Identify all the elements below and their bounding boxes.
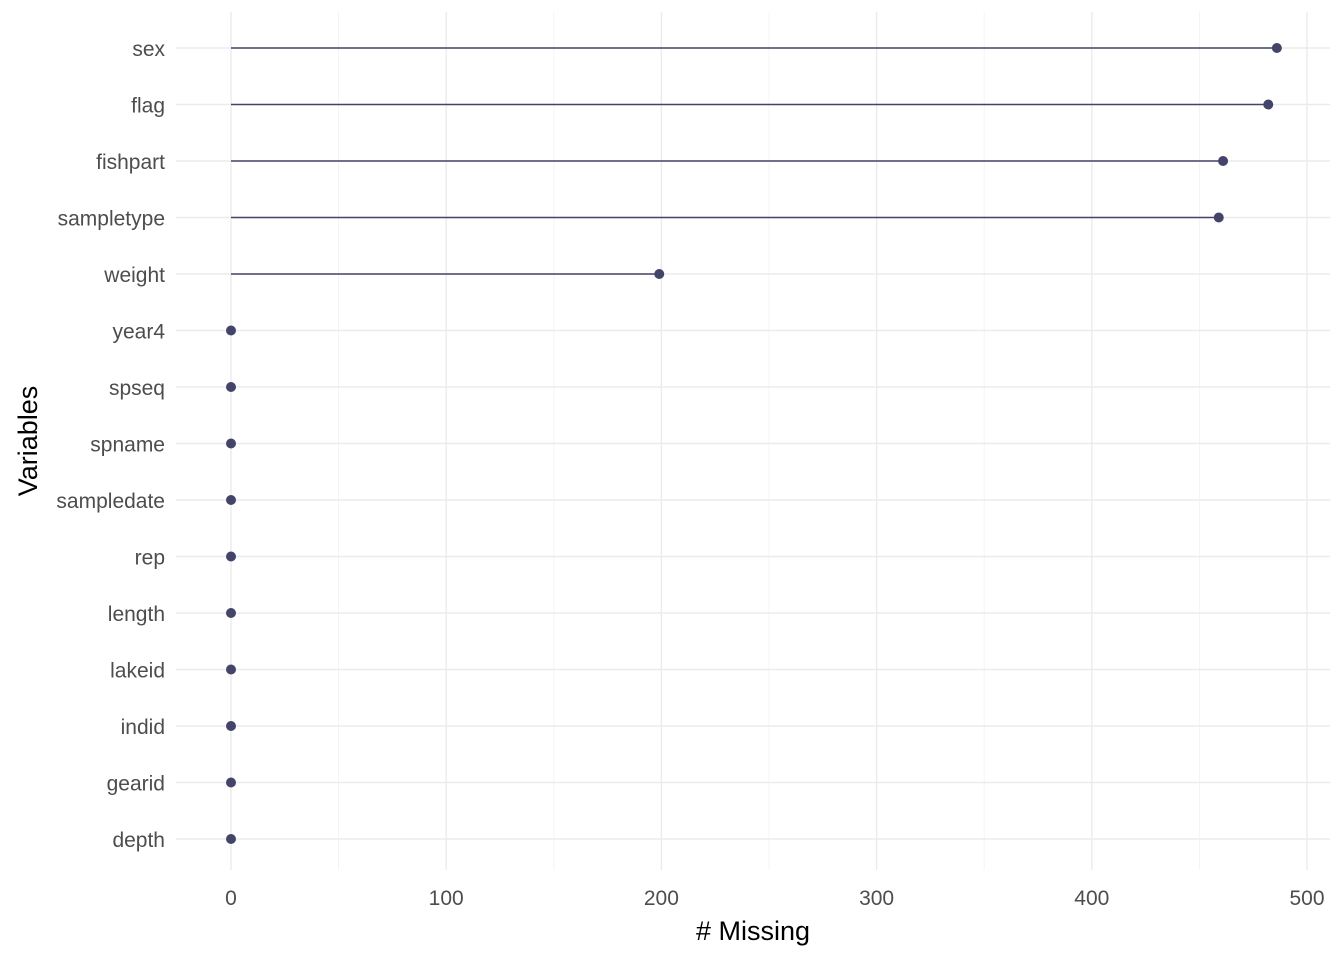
y-tick-label-flag: flag [131, 95, 165, 118]
y-tick-label-sampletype: sampletype [58, 208, 165, 231]
x-tick-label-300: 300 [859, 887, 894, 910]
point-spname [226, 438, 236, 449]
minor-gridlines-x [338, 12, 1200, 870]
y-tick-label-indid: indid [121, 716, 165, 739]
y-tick-label-spseq: spseq [109, 377, 165, 400]
y-tick-label-sex: sex [132, 38, 165, 61]
y-tick-label-depth: depth [112, 829, 165, 852]
y-tick-label-year4: year4 [112, 321, 165, 344]
y-tick-label-spname: spname [90, 434, 165, 457]
y-tick-label-length: length [108, 603, 165, 626]
y-tick-label-weight: weight [103, 264, 165, 287]
point-year4 [226, 325, 236, 336]
point-flag [1263, 99, 1274, 110]
x-tick-label-400: 400 [1074, 887, 1109, 910]
x-axis-title: # Missing [696, 916, 810, 946]
y-tick-label-gearid: gearid [107, 773, 165, 796]
y-axis-tick-labels: sex flag fishpart sampletype weight year4 spse… [56, 38, 165, 852]
point-gearid [226, 777, 236, 788]
y-tick-label-sampledate: sampledate [56, 490, 165, 513]
y-tick-label-fishpart: fishpart [96, 151, 165, 174]
lollipop-points [226, 43, 1282, 844]
y-axis-title: Variables [13, 386, 43, 497]
major-gridlines-y [176, 47, 1330, 840]
x-tick-label-200: 200 [644, 887, 679, 910]
point-lakeid [226, 664, 236, 675]
point-sampledate [226, 495, 236, 505]
point-spseq [226, 382, 236, 392]
x-tick-label-500: 500 [1289, 887, 1324, 910]
point-sex [1271, 43, 1282, 53]
y-tick-label-lakeid: lakeid [110, 660, 165, 683]
x-tick-label-0: 0 [225, 887, 237, 910]
lollipop-stems [231, 47, 1277, 275]
x-axis-tick-labels: 0 100 200 300 400 500 [225, 887, 1324, 910]
point-length [226, 608, 236, 618]
point-fishpart [1218, 156, 1229, 166]
x-tick-label-100: 100 [429, 887, 464, 910]
point-depth [226, 834, 236, 844]
point-weight [654, 269, 665, 279]
point-indid [226, 721, 236, 731]
point-rep [226, 551, 236, 562]
point-sampletype [1213, 212, 1224, 223]
y-tick-label-rep: rep [135, 547, 165, 570]
